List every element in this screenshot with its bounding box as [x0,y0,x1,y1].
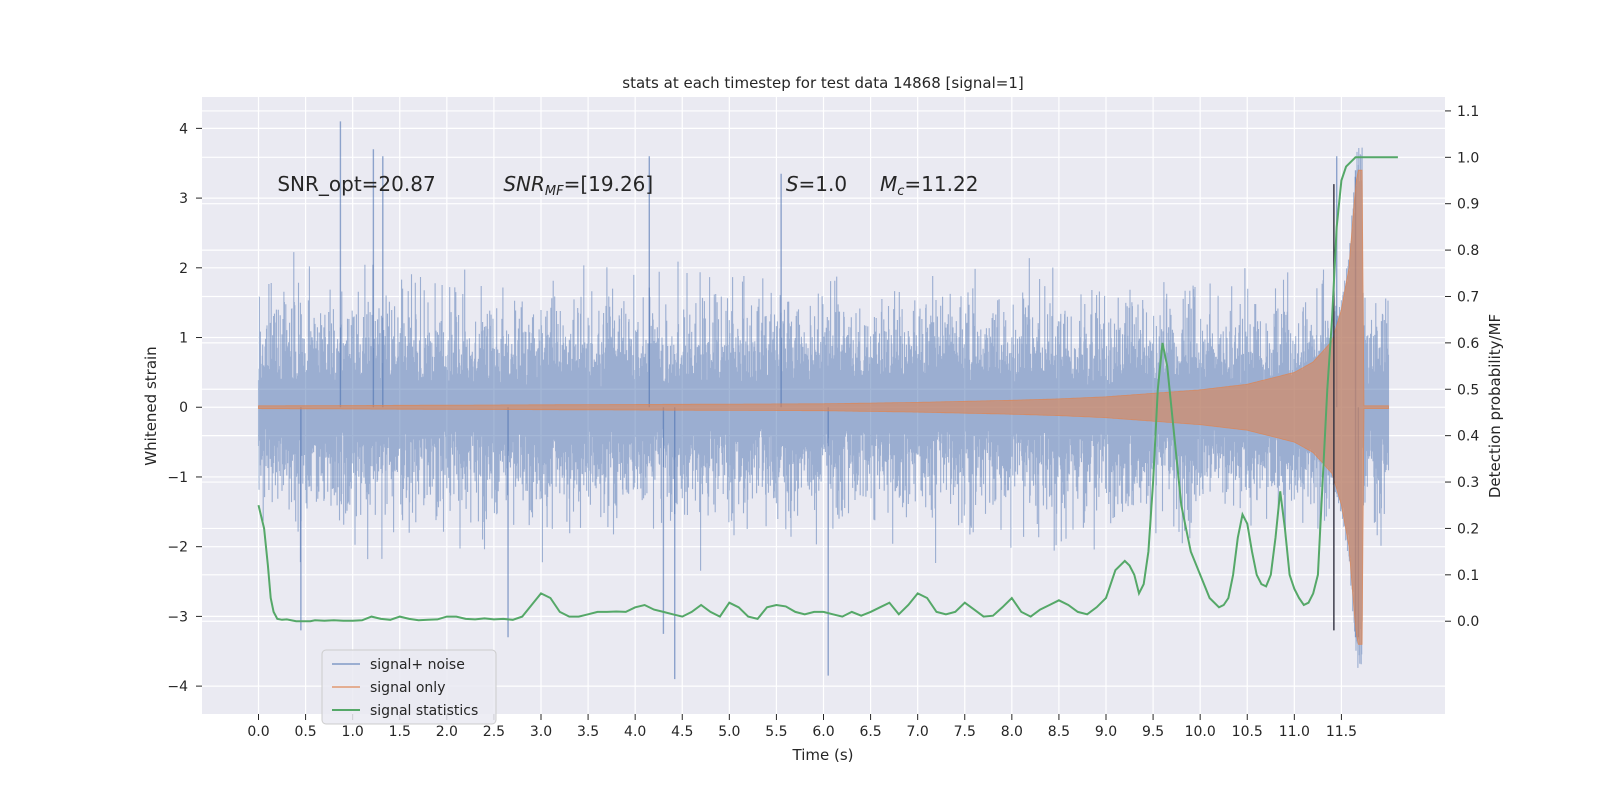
x-tick-label: 8.5 [1048,724,1070,740]
y2-tick-label: 0.2 [1457,521,1479,537]
x-tick-label: 11.5 [1326,724,1357,740]
x-tick-label: 0.0 [247,724,269,740]
x-tick-label: 6.0 [812,724,834,740]
y2-tick-label: 0.1 [1457,568,1479,584]
annotation-3: Mc=11.22 [880,172,978,199]
x-tick-label: 0.5 [294,724,316,740]
y-axis-ticks: −4 −3 −2 −1 0 1 2 3 4 [167,121,202,695]
x-tick-label: 5.5 [765,724,787,740]
x-tick-label: 11.0 [1279,724,1310,740]
legend: signal+ noise signal only signal statistic… [321,649,497,725]
x-tick-label: 10.0 [1185,724,1216,740]
x-tick-label: 2.0 [436,724,458,740]
y-tick-label: 3 [179,191,188,207]
y2-tick-label: 1.1 [1457,104,1479,120]
y-tick-label: −4 [167,679,188,695]
y-axis-label: Whitened strain [142,346,160,465]
x-tick-label: 10.5 [1232,724,1263,740]
y2-tick-label: 0.4 [1457,429,1479,445]
x-tick-label: 9.0 [1095,724,1117,740]
x-tick-label: 1.5 [389,724,411,740]
legend-label: signal statistics [370,703,478,719]
x-tick-label: 8.0 [1001,724,1023,740]
y2-tick-label: 0.0 [1457,614,1479,630]
y2-tick-label: 0.6 [1457,336,1479,352]
y2-tick-label: 1.0 [1457,150,1479,166]
y-tick-label: 1 [179,331,188,347]
y2-tick-label: 0.7 [1457,289,1479,305]
x-tick-label: 3.0 [530,724,552,740]
signal-only-trace [258,169,1389,645]
annotations: SNR_opt=20.87 SNRMF=[19.26] S=1.0 Mc=11.22 [277,172,978,199]
x-axis-ticks: 0.0 0.5 1.0 1.5 2.0 2.5 3.0 3.5 4.0 4.5 5.0 5.5 6.0 6… [247,714,1357,740]
x-tick-label: 9.5 [1142,724,1164,740]
x-axis-label: Time (s) [792,746,854,764]
y-tick-label: 0 [179,400,188,416]
y2-tick-label: 0.8 [1457,243,1479,259]
signal-only-series-layer [258,169,1389,645]
legend-label: signal+ noise [370,657,465,673]
annotation-0: SNR_opt=20.87 [277,172,435,196]
x-tick-label: 4.5 [671,724,693,740]
x-tick-label: 4.0 [624,724,646,740]
y2-axis-label: Detection probability/MF [1486,314,1504,498]
legend-frame [321,649,497,725]
x-tick-label: 7.5 [954,724,976,740]
y2-axis-ticks: 0.0 0.1 0.2 0.3 0.4 0.5 0.6 0.7 0.8 0.9 1.0 1.1 [1445,104,1479,630]
y-tick-label: −1 [167,470,188,486]
y2-tick-label: 0.5 [1457,382,1479,398]
x-tick-label: 1.0 [342,724,364,740]
signal-statistics-line [257,156,1398,623]
y2-tick-label: 0.9 [1457,197,1479,213]
annotation-1: SNRMF=[19.26] [503,172,653,199]
y2-tick-label: 0.3 [1457,475,1479,491]
y-tick-label: 2 [179,261,188,277]
x-tick-label: 7.0 [907,724,929,740]
x-tick-label: 2.5 [483,724,505,740]
legend-label: signal only [370,680,445,696]
x-tick-label: 3.5 [577,724,599,740]
x-tick-label: 6.5 [859,724,881,740]
y-tick-label: −2 [167,540,188,556]
y-tick-label: −3 [167,609,188,625]
y-tick-label: 4 [179,121,188,137]
x-tick-label: 5.0 [718,724,740,740]
chart-title: stats at each timestep for test data 148… [622,74,1023,92]
annotation-2: S=1.0 [786,172,847,196]
